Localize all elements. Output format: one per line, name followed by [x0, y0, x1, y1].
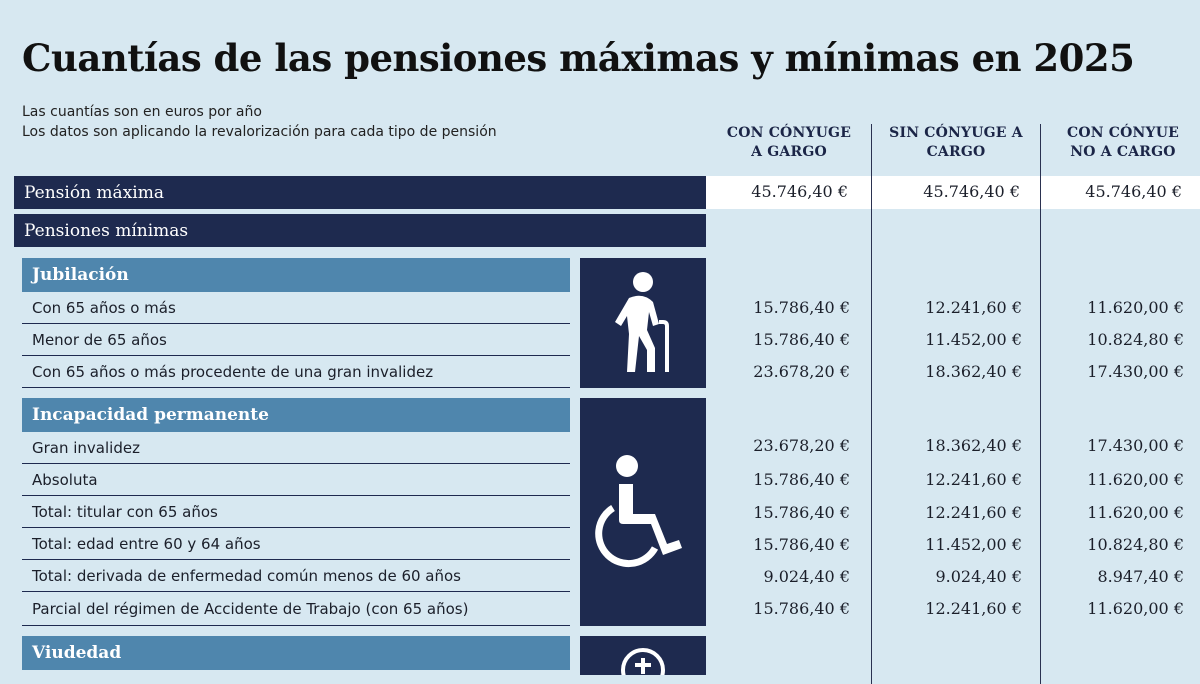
wheelchair-icon — [595, 455, 682, 568]
value-cell: 18.362,40 € — [925, 436, 1022, 455]
column-divider — [1040, 124, 1041, 684]
column-header-line: A GARGO — [751, 144, 827, 160]
subtitle-units: Las cuantías son en euros por año — [22, 104, 262, 120]
value-cell: 9.024,40 € — [763, 567, 850, 586]
value-cell: 11.620,00 € — [1087, 599, 1184, 618]
column-header-line: CON CÓNYUE — [1066, 125, 1180, 141]
table-row: Con 65 años o más procedente de una gran… — [22, 356, 570, 388]
max-pension-value: 45.746,40 € — [751, 182, 848, 201]
section-header-retirement: Jubilación — [22, 258, 570, 292]
value-cell: 11.620,00 € — [1087, 298, 1184, 317]
table-row: Total: derivada de enfermedad común meno… — [22, 560, 570, 592]
table-row: Con 65 años o más — [22, 292, 570, 324]
section-header-widowhood: Viudedad — [22, 636, 570, 670]
value-cell: 8.947,40 € — [1097, 567, 1184, 586]
value-cell: 11.452,00 € — [925, 535, 1022, 554]
min-pensions-label: Pensiones mínimas — [14, 214, 706, 247]
section-icon-box — [580, 636, 706, 675]
table-row: Gran invalidez — [22, 432, 570, 464]
section-icon-box — [580, 258, 706, 388]
column-header-spouse-not-dependent: CON CÓNYUE NO A CARGO — [1046, 124, 1200, 168]
column-header-line: NO A CARGO — [1070, 144, 1176, 160]
column-header-without-spouse: SIN CÓNYUGE A CARGO — [878, 124, 1034, 168]
table-row: Parcial del régimen de Accidente de Trab… — [22, 592, 570, 626]
max-pension-label: Pensión máxima — [14, 176, 706, 209]
subtitle-note: Los datos son aplicando la revalorizació… — [22, 124, 497, 140]
value-cell: 17.430,00 € — [1087, 362, 1184, 381]
value-cell: 12.241,60 € — [925, 298, 1022, 317]
column-header-line: SIN CÓNYUGE A — [889, 125, 1023, 141]
value-cell: 15.786,40 € — [753, 599, 850, 618]
value-cell: 10.824,80 € — [1087, 330, 1184, 349]
table-row: Total: edad entre 60 y 64 años — [22, 528, 570, 560]
value-cell: 15.786,40 € — [753, 503, 850, 522]
value-cell: 15.786,40 € — [753, 298, 850, 317]
max-pension-values-bg — [706, 176, 1200, 209]
section-icon-box — [580, 398, 706, 626]
value-cell: 10.824,80 € — [1087, 535, 1184, 554]
value-cell: 11.620,00 € — [1087, 470, 1184, 489]
table-row: Absoluta — [22, 464, 570, 496]
section-header-disability: Incapacidad permanente — [22, 398, 570, 432]
value-cell: 12.241,60 € — [925, 470, 1022, 489]
value-cell: 18.362,40 € — [925, 362, 1022, 381]
column-header-line: CARGO — [926, 144, 986, 160]
max-pension-value: 45.746,40 € — [1085, 182, 1182, 201]
value-cell: 11.452,00 € — [925, 330, 1022, 349]
value-cell: 9.024,40 € — [935, 567, 1022, 586]
value-cell: 11.620,00 € — [1087, 503, 1184, 522]
column-header-with-spouse: CON CÓNYUGE A GARGO — [712, 124, 866, 168]
value-cell: 12.241,60 € — [925, 503, 1022, 522]
cross-circle-icon — [621, 648, 665, 675]
value-cell: 12.241,60 € — [925, 599, 1022, 618]
elderly-person-icon — [615, 272, 669, 372]
table-row: Total: titular con 65 años — [22, 496, 570, 528]
column-divider — [871, 124, 872, 684]
value-cell: 15.786,40 € — [753, 330, 850, 349]
column-header-line: CON CÓNYUGE — [726, 125, 852, 141]
value-cell: 23.678,20 € — [753, 436, 850, 455]
value-cell: 23.678,20 € — [753, 362, 850, 381]
value-cell: 17.430,00 € — [1087, 436, 1184, 455]
page-title: Cuantías de las pensiones máximas y míni… — [22, 36, 1135, 80]
table-row: Menor de 65 años — [22, 324, 570, 356]
value-cell: 15.786,40 € — [753, 470, 850, 489]
value-cell: 15.786,40 € — [753, 535, 850, 554]
max-pension-value: 45.746,40 € — [923, 182, 1020, 201]
